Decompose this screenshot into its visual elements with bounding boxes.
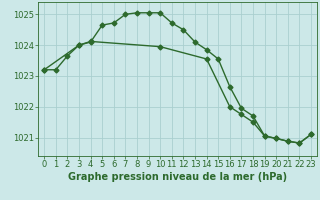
X-axis label: Graphe pression niveau de la mer (hPa): Graphe pression niveau de la mer (hPa)	[68, 172, 287, 182]
